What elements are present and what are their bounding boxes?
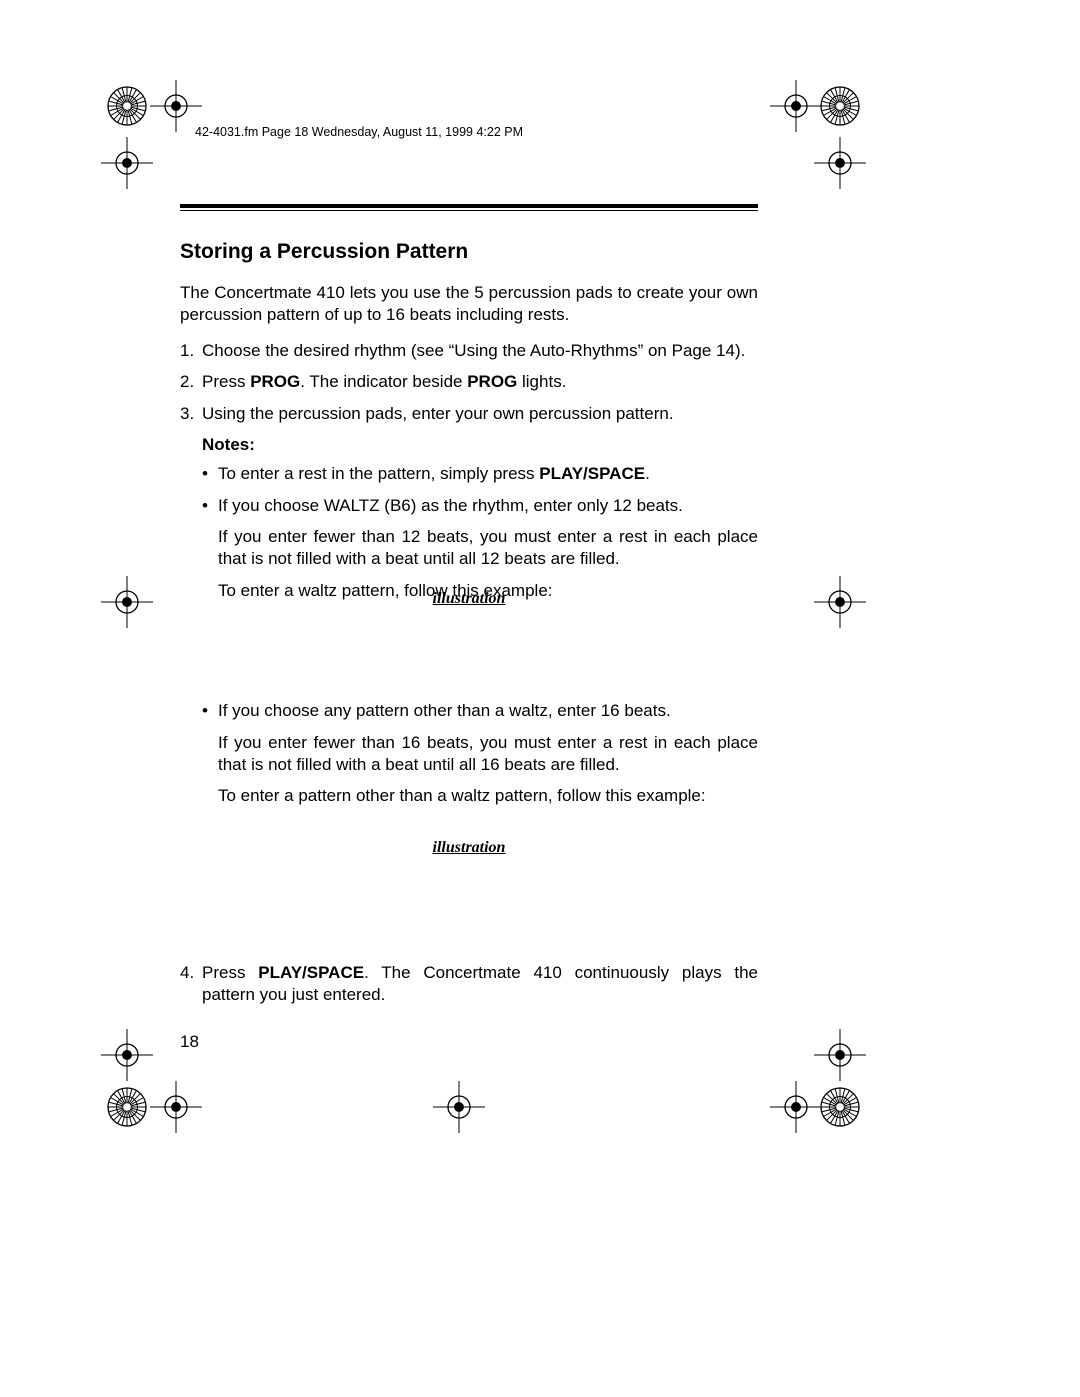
note-body: To enter a rest in the pattern, simply p… bbox=[218, 463, 758, 485]
top-rule bbox=[180, 204, 758, 211]
step-text: Press PLAY/SPACE. The Concertmate 410 co… bbox=[202, 962, 758, 1006]
bullet-icon: • bbox=[202, 495, 218, 602]
registration-cross-icon bbox=[433, 1081, 485, 1133]
step-text: Press PROG. The indicator beside PROG li… bbox=[202, 371, 758, 393]
step-number: 4. bbox=[180, 962, 202, 1006]
step-1: 1. Choose the desired rhythm (see “Using… bbox=[180, 340, 758, 362]
step-3: 3. Using the percussion pads, enter your… bbox=[180, 403, 758, 425]
note-1: • To enter a rest in the pattern, simply… bbox=[202, 463, 758, 485]
note-3: • If you choose any pattern other than a… bbox=[202, 700, 758, 807]
registration-cross-icon bbox=[814, 576, 866, 628]
section-heading: Storing a Percussion Pattern bbox=[180, 240, 758, 264]
illustration-placeholder-1: illustration bbox=[180, 590, 758, 608]
step-number: 3. bbox=[180, 403, 202, 425]
registration-cross-icon bbox=[101, 1029, 153, 1081]
step-number: 1. bbox=[180, 340, 202, 362]
illustration-placeholder-2: illustration bbox=[180, 839, 758, 857]
note-body: If you choose any pattern other than a w… bbox=[218, 700, 758, 807]
registration-cross-icon bbox=[770, 1081, 822, 1133]
registration-cross-icon bbox=[150, 1081, 202, 1133]
registration-rosette-icon bbox=[107, 1087, 147, 1127]
registration-rosette-icon bbox=[107, 86, 147, 126]
step-2: 2. Press PROG. The indicator beside PROG… bbox=[180, 371, 758, 393]
step-4: 4. Press PLAY/SPACE. The Concertmate 410… bbox=[180, 962, 758, 1006]
note-2: • If you choose WALTZ (B6) as the rhythm… bbox=[202, 495, 758, 602]
registration-cross-icon bbox=[101, 137, 153, 189]
registration-cross-icon bbox=[101, 576, 153, 628]
intro-paragraph: The Concertmate 410 lets you use the 5 p… bbox=[180, 282, 758, 326]
registration-rosette-icon bbox=[820, 86, 860, 126]
steps-list-cont: 4. Press PLAY/SPACE. The Concertmate 410… bbox=[180, 962, 758, 1016]
step-number: 2. bbox=[180, 371, 202, 393]
page-number: 18 bbox=[180, 1032, 199, 1052]
step-text: Using the percussion pads, enter your ow… bbox=[202, 403, 758, 425]
bullet-icon: • bbox=[202, 463, 218, 485]
steps-list: 1. Choose the desired rhythm (see “Using… bbox=[180, 340, 758, 425]
notes-list: • To enter a rest in the pattern, simply… bbox=[202, 463, 758, 602]
registration-cross-icon bbox=[770, 80, 822, 132]
registration-cross-icon bbox=[814, 1029, 866, 1081]
notes-label: Notes: bbox=[202, 435, 758, 455]
notes-list-cont: • If you choose any pattern other than a… bbox=[180, 700, 758, 817]
note-body: If you choose WALTZ (B6) as the rhythm, … bbox=[218, 495, 758, 602]
registration-cross-icon bbox=[814, 137, 866, 189]
page-content: Storing a Percussion Pattern The Concert… bbox=[180, 240, 758, 612]
registration-rosette-icon bbox=[820, 1087, 860, 1127]
running-head: 42-4031.fm Page 18 Wednesday, August 11,… bbox=[195, 125, 523, 139]
bullet-icon: • bbox=[202, 700, 218, 807]
registration-cross-icon bbox=[150, 80, 202, 132]
step-text: Choose the desired rhythm (see “Using th… bbox=[202, 340, 758, 362]
